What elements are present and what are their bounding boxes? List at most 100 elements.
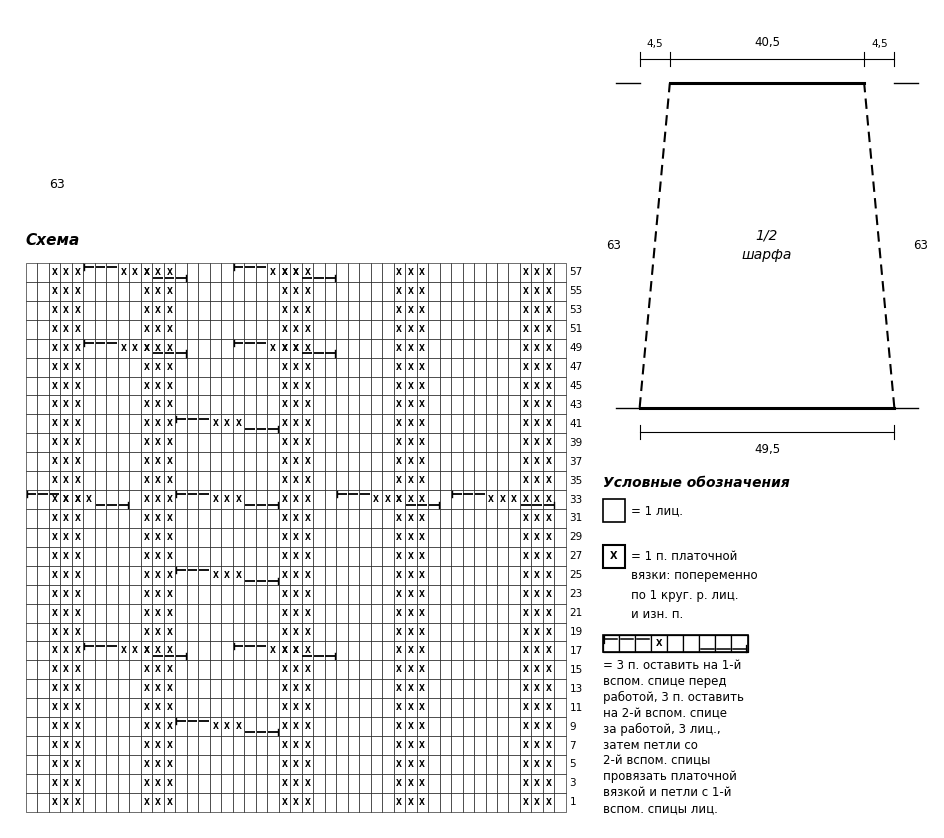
Bar bbox=[554, 680, 566, 698]
Bar bbox=[474, 490, 485, 509]
Text: X: X bbox=[293, 703, 298, 712]
Bar bbox=[405, 774, 416, 793]
Bar bbox=[72, 415, 83, 433]
Bar bbox=[554, 528, 566, 547]
Text: X: X bbox=[155, 608, 160, 618]
Bar bbox=[313, 376, 325, 396]
Bar bbox=[520, 774, 531, 793]
Bar bbox=[371, 320, 382, 339]
Bar bbox=[382, 698, 394, 717]
Text: X: X bbox=[523, 419, 529, 428]
Bar bbox=[25, 471, 37, 490]
Bar bbox=[232, 433, 244, 453]
Bar bbox=[106, 376, 118, 396]
Bar bbox=[325, 453, 336, 471]
Bar bbox=[267, 755, 278, 774]
Text: X: X bbox=[281, 306, 287, 315]
Bar bbox=[232, 793, 244, 812]
Text: X: X bbox=[143, 571, 149, 580]
Text: на 2-й вспом. спице: на 2-й вспом. спице bbox=[603, 707, 727, 720]
Bar bbox=[313, 282, 325, 301]
Bar bbox=[497, 603, 509, 623]
Bar bbox=[336, 358, 347, 376]
Bar bbox=[531, 471, 543, 490]
Bar bbox=[603, 545, 625, 568]
Text: X: X bbox=[63, 608, 69, 618]
Text: X: X bbox=[408, 514, 413, 523]
Bar bbox=[232, 358, 244, 376]
Bar bbox=[509, 585, 520, 603]
Bar bbox=[198, 623, 210, 641]
Bar bbox=[531, 585, 543, 603]
Bar bbox=[301, 755, 313, 774]
Bar bbox=[129, 320, 141, 339]
Bar bbox=[267, 680, 278, 698]
Bar bbox=[554, 585, 566, 603]
Bar bbox=[313, 698, 325, 717]
Text: X: X bbox=[523, 325, 529, 334]
Bar bbox=[531, 793, 543, 812]
Text: X: X bbox=[546, 268, 551, 277]
Bar bbox=[509, 433, 520, 453]
Bar bbox=[278, 660, 290, 680]
Text: X: X bbox=[155, 665, 160, 675]
Bar bbox=[221, 680, 232, 698]
Text: X: X bbox=[304, 628, 311, 637]
Text: X: X bbox=[281, 608, 287, 618]
Bar bbox=[232, 623, 244, 641]
Bar bbox=[129, 396, 141, 415]
Bar bbox=[520, 358, 531, 376]
Bar bbox=[72, 490, 83, 509]
Bar bbox=[394, 320, 405, 339]
Bar bbox=[485, 358, 497, 376]
Bar bbox=[210, 528, 221, 547]
Text: X: X bbox=[166, 665, 173, 675]
Bar bbox=[72, 603, 83, 623]
Bar bbox=[520, 641, 531, 660]
Bar bbox=[313, 453, 325, 471]
Bar bbox=[347, 547, 359, 566]
Bar bbox=[290, 320, 301, 339]
Bar bbox=[543, 320, 554, 339]
Text: X: X bbox=[155, 685, 160, 693]
Bar bbox=[106, 585, 118, 603]
Text: X: X bbox=[155, 722, 160, 731]
Text: X: X bbox=[75, 419, 80, 428]
Bar bbox=[60, 339, 72, 358]
Bar bbox=[129, 339, 141, 358]
Bar bbox=[198, 471, 210, 490]
Bar bbox=[520, 453, 531, 471]
Bar bbox=[531, 528, 543, 547]
Bar bbox=[497, 263, 509, 282]
Bar bbox=[256, 415, 267, 433]
Bar bbox=[485, 509, 497, 528]
Bar bbox=[554, 433, 566, 453]
Bar bbox=[141, 641, 152, 660]
Bar bbox=[25, 453, 37, 471]
Bar bbox=[301, 358, 313, 376]
Bar bbox=[485, 736, 497, 755]
Bar bbox=[83, 717, 94, 736]
Bar bbox=[683, 635, 700, 652]
Bar bbox=[497, 433, 509, 453]
Text: X: X bbox=[293, 608, 298, 618]
Bar bbox=[428, 396, 440, 415]
Text: X: X bbox=[534, 401, 540, 410]
Bar bbox=[520, 585, 531, 603]
Text: X: X bbox=[281, 646, 287, 655]
Text: X: X bbox=[281, 533, 287, 542]
Bar bbox=[37, 339, 49, 358]
Text: X: X bbox=[408, 608, 413, 618]
Text: X: X bbox=[419, 495, 425, 504]
Bar bbox=[60, 433, 72, 453]
Bar bbox=[336, 376, 347, 396]
Text: 3: 3 bbox=[569, 779, 576, 789]
Bar bbox=[405, 641, 416, 660]
Text: X: X bbox=[75, 363, 80, 371]
Bar bbox=[416, 547, 428, 566]
Text: X: X bbox=[546, 533, 551, 542]
Bar bbox=[175, 376, 187, 396]
Text: X: X bbox=[63, 495, 69, 504]
Bar bbox=[187, 528, 198, 547]
Bar bbox=[60, 320, 72, 339]
